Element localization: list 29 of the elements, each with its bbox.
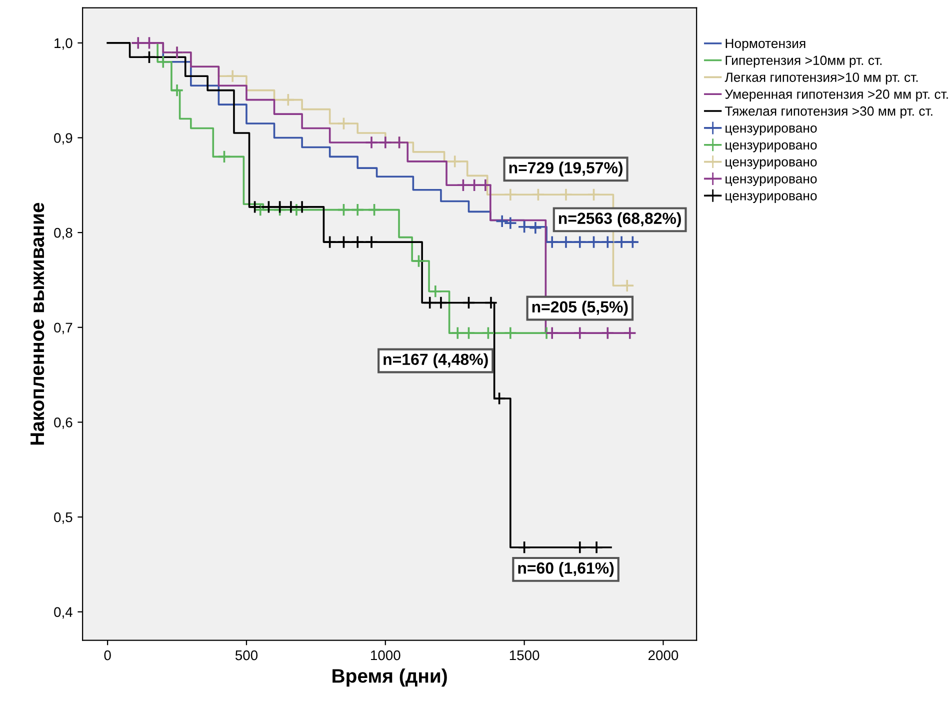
- x-tick-label: 2000: [648, 650, 678, 660]
- legend-label: цензурировано: [726, 176, 817, 186]
- legend-label: Гипертензия >10мм рт. ст.: [726, 56, 882, 68]
- legend-label: Умеренная гипотензия >20 мм рт. ст.: [725, 90, 948, 102]
- legend-label: цензурировано: [726, 142, 817, 152]
- annotation: n=60 (1,61%): [518, 562, 614, 577]
- y-axis-title: Накопленное выживание: [30, 202, 44, 445]
- x-tick-label: 1500: [510, 650, 540, 660]
- annotation: n=205 (5,5%): [532, 300, 628, 316]
- legend-label: Нормотензия: [726, 38, 806, 51]
- x-tick-label: 0: [104, 650, 111, 660]
- y-tick-label: 0,5: [54, 512, 72, 524]
- legend-label: цензурировано: [726, 125, 817, 136]
- y-tick-label: 0,7: [54, 322, 72, 334]
- annotation: n=167 (4,48%): [384, 353, 488, 368]
- legend-label: Тяжелая гипотензия >30 мм рт. ст.: [725, 106, 932, 118]
- y-tick-label: 1,0: [54, 38, 72, 50]
- legend-label: цензурировано: [726, 193, 817, 203]
- x-axis-title: Время (дни): [332, 668, 447, 687]
- y-tick-label: 0,4: [54, 607, 72, 619]
- x-tick-label: 1000: [371, 650, 400, 660]
- y-tick-label: 0,6: [54, 418, 72, 430]
- annotation: n=729 (19,57%): [509, 162, 622, 177]
- x-tick-label: 500: [235, 650, 258, 660]
- legend-label: цензурировано: [726, 159, 817, 170]
- y-tick-label: 0,8: [54, 228, 72, 240]
- legend-label: Легкая гипотензия>10 мм рт. ст.: [724, 72, 918, 85]
- annotation: n=2563 (68,82%): [558, 212, 681, 228]
- y-tick-label: 0,9: [54, 133, 72, 145]
